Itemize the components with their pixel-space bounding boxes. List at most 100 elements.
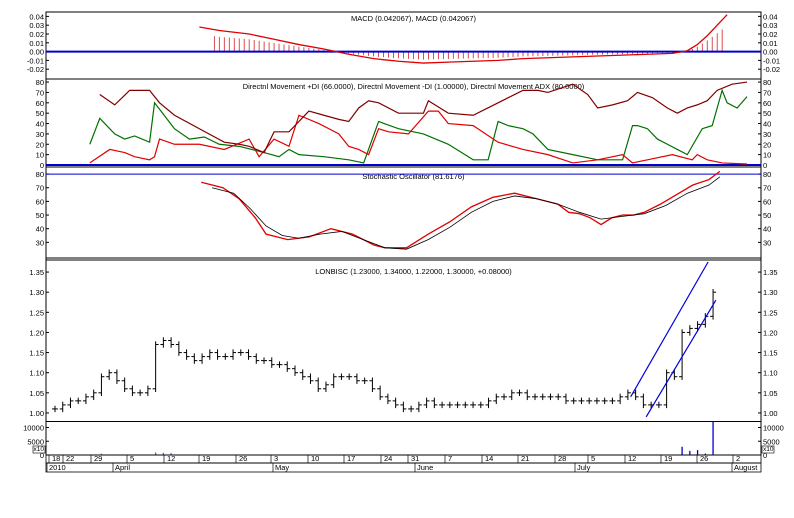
- y-tick-label: 0.04: [763, 12, 778, 21]
- pane-title: Directnl Movement +DI (66.0000), Directn…: [243, 82, 585, 91]
- pane-title: MACD (0.042067), MACD (0.042067): [351, 14, 477, 23]
- y-tick-label: 0.03: [29, 21, 44, 30]
- y-tick-label: 0.02: [29, 30, 44, 39]
- y-tick-label: 10000: [23, 424, 44, 433]
- stochastic-pane: [46, 170, 761, 250]
- y-tick-label: 1.25: [763, 308, 778, 317]
- y-tick-label: 70: [763, 88, 771, 97]
- y-tick-label: 30: [763, 238, 771, 247]
- y-tick-label: 80: [36, 170, 44, 179]
- y-tick-label: 1.10: [763, 369, 778, 378]
- y-tick-label: 1.00: [29, 409, 44, 418]
- y-tick-label: 0: [40, 451, 44, 460]
- stochastic-d-line: [211, 176, 721, 250]
- y-tick-label: 70: [36, 184, 44, 193]
- x-day-label: 28: [558, 454, 566, 463]
- y-tick-label: 0.01: [763, 39, 778, 48]
- x-month-label: June: [417, 463, 433, 472]
- pane-0: 0.04 0.040.03 0.030.02 0.020.01 0.010.00 0.00…: [27, 12, 780, 74]
- y-tick-label: 1.35: [763, 268, 778, 277]
- trend-channel-line: [645, 299, 717, 418]
- x-day-label: 14: [485, 454, 493, 463]
- x-day-label: 18: [52, 454, 60, 463]
- y-tick-label: 1.10: [29, 369, 44, 378]
- price-pane: [51, 261, 717, 418]
- y-tick-label: 60: [36, 197, 44, 206]
- x-month-label: July: [577, 463, 591, 472]
- y-tick-label: 1.30: [763, 288, 778, 297]
- pane-3: 1.35 1.35 1.30 1.30 1.25 1.25 1.20 1.20 1.15 1.15…: [29, 267, 777, 418]
- y-tick-label: 30: [36, 130, 44, 139]
- y-tick-label: 1.30: [29, 288, 44, 297]
- x-day-label: 17: [347, 454, 355, 463]
- x-day-label: 19: [664, 454, 672, 463]
- y-tick-label: 50: [763, 109, 771, 118]
- x-day-label: 24: [384, 454, 392, 463]
- y-tick-label: 50: [36, 211, 44, 220]
- y-tick-label: 1.20: [763, 328, 778, 337]
- stochastic-k-line: [201, 170, 721, 249]
- y-tick-label: 40: [763, 225, 771, 234]
- y-tick-label: 1.05: [763, 389, 778, 398]
- y-tick-label: 30: [763, 130, 771, 139]
- x-day-label: 12: [628, 454, 636, 463]
- dmi-pane: [46, 81, 761, 166]
- y-tick-label: 1.00: [763, 409, 778, 418]
- y-tick-label: 5000: [763, 437, 780, 446]
- x-day-label: 22: [66, 454, 74, 463]
- y-tick-label: -0.02: [27, 65, 44, 74]
- y-tick-label: 60: [36, 99, 44, 108]
- y-tick-label: 40: [36, 225, 44, 234]
- x-day-label: 5: [130, 454, 134, 463]
- y-tick-label: -0.02: [763, 65, 780, 74]
- y-tick-label: 40: [763, 120, 771, 129]
- y-tick-label: 0: [763, 161, 767, 170]
- y-tick-label: 60: [763, 99, 771, 108]
- x-day-label: 29: [94, 454, 102, 463]
- y-tick-label: 10: [763, 151, 771, 160]
- y-tick-label: 0.03: [763, 21, 778, 30]
- y-tick-label: 0.04: [29, 12, 44, 21]
- y-tick-label: 0.02: [763, 30, 778, 39]
- dmi-series-line: [99, 81, 748, 154]
- y-tick-label: 30: [36, 238, 44, 247]
- x-month-label: 2010: [49, 463, 66, 472]
- y-tick-label: 20: [763, 140, 771, 149]
- chart-panes: 0.04 0.040.03 0.030.02 0.020.01 0.010.00 0.00…: [23, 11, 784, 460]
- x-day-label: 31: [411, 454, 419, 463]
- y-tick-label: 40: [36, 120, 44, 129]
- y-tick-label: 10: [36, 151, 44, 160]
- y-tick-label: 80: [763, 78, 771, 87]
- volume-unit-label: x10: [34, 446, 45, 453]
- dmi-series-line: [89, 110, 748, 165]
- y-tick-label: 10000: [763, 424, 784, 433]
- y-tick-label: 1.20: [29, 328, 44, 337]
- y-tick-label: 80: [763, 170, 771, 179]
- y-tick-label: 0.01: [29, 39, 44, 48]
- volume-unit-label: x10: [763, 446, 774, 453]
- x-axis-frame: [45, 454, 762, 473]
- x-day-label: 10: [311, 454, 319, 463]
- y-tick-label: 1.35: [29, 268, 44, 277]
- y-tick-label: 1.15: [763, 349, 778, 358]
- y-tick-label: 1.05: [29, 389, 44, 398]
- macd-series-line: [199, 14, 728, 64]
- x-day-label: 7: [448, 454, 452, 463]
- pane-title: LONBISC (1.23000, 1.34000, 1.22000, 1.30…: [315, 267, 512, 276]
- x-day-label: 3: [274, 454, 278, 463]
- x-day-label: 2: [736, 454, 740, 463]
- volume-pane: x10 x10: [32, 422, 775, 455]
- y-tick-label: -0.01: [27, 56, 44, 65]
- dmi-series-line: [89, 88, 748, 164]
- x-day-label: 19: [202, 454, 210, 463]
- y-tick-label: 0.00: [763, 48, 778, 57]
- x-month-label: May: [275, 463, 289, 472]
- x-month-label: August: [734, 463, 758, 472]
- x-day-label: 26: [239, 454, 247, 463]
- trend-channel-line: [630, 261, 709, 398]
- volume-unit-box: [32, 445, 46, 454]
- x-day-label: 12: [167, 454, 175, 463]
- y-tick-label: 50: [36, 109, 44, 118]
